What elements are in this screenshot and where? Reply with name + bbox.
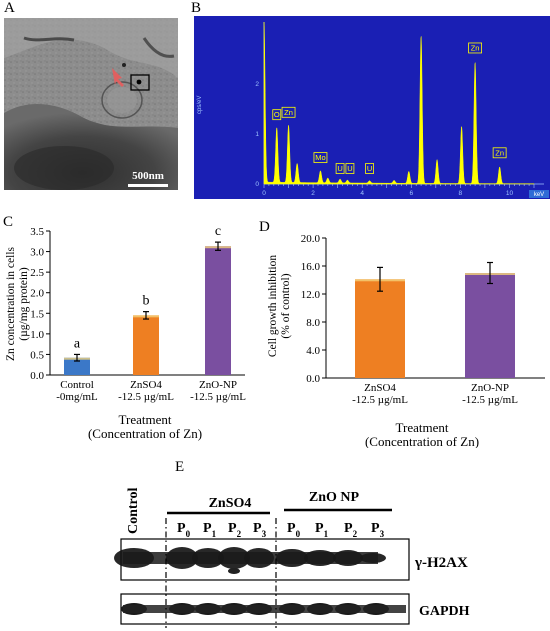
edx-ytick: 2 <box>255 81 259 88</box>
lane-label: P1 <box>203 521 217 539</box>
edx-peak-label: Mo <box>315 153 325 162</box>
panel-e-label: E <box>175 459 185 475</box>
edx-xtick: 0 <box>262 190 266 197</box>
blot-group-zno-np: ZnO NP <box>309 490 360 505</box>
y-tick-label: 0.5 <box>30 349 44 361</box>
y-tick-label: 16.0 <box>301 261 321 273</box>
category-label: ZnO-NP <box>199 379 237 391</box>
y-tick-label: 12.0 <box>301 289 321 301</box>
category-label: ZnSO4 <box>130 379 162 391</box>
lane-label: P2 <box>344 521 358 539</box>
chart-d-ylabel-line1: Cell growth inhibition <box>267 255 279 357</box>
chart-d-xlabel-line1: Treatment <box>396 420 449 435</box>
tem-micrograph: 500nm <box>4 18 178 190</box>
panel-d-label: D <box>259 219 270 235</box>
band-label-h2ax: γ-H2AX <box>414 555 468 571</box>
category-label: -0mg/mL <box>56 391 98 403</box>
significance-letter: a <box>74 336 81 351</box>
blot-group-znso4: ZnSO4 <box>209 496 252 511</box>
growth-inhibition-chart: Cell growth inhibition (% of control) 0.… <box>267 233 545 448</box>
category-label: -12.5 µg/mL <box>462 394 518 406</box>
edx-xtick: 4 <box>360 190 364 197</box>
edx-peak-label: U <box>337 164 342 173</box>
blot-control-label: Control <box>126 487 141 534</box>
arrow-marker <box>112 68 124 87</box>
selection-box <box>130 74 150 91</box>
lane-label: P3 <box>253 521 267 539</box>
edx-peak-label: U <box>367 164 372 173</box>
bar <box>355 279 405 378</box>
category-label: -12.5 µg/mL <box>352 394 408 406</box>
edx-xtick: 2 <box>311 190 315 197</box>
edx-ytick: 0 <box>255 181 259 188</box>
edx-peaks <box>263 21 535 185</box>
bar <box>465 273 515 378</box>
y-tick-label: 0.0 <box>30 370 44 382</box>
y-tick-label: 1.5 <box>30 308 44 320</box>
category-label: Control <box>60 379 94 391</box>
edx-xtick: 6 <box>409 190 413 197</box>
western-blot: Control ZnSO4 ZnO NP P0 P1 P2 P3 P0 P1 P2 P3 γ-… <box>114 487 470 628</box>
y-tick-label: 8.0 <box>306 317 320 329</box>
zn-concentration-chart: Zn concentration in cells (µg/mg protein… <box>5 224 246 441</box>
significance-letter: c <box>215 224 221 239</box>
y-tick-label: 2.0 <box>30 288 44 300</box>
lane-label: P1 <box>315 521 329 539</box>
panel-b-label: B <box>191 0 202 16</box>
edx-xlabel: keV <box>534 192 544 198</box>
edx-ytick: 1 <box>255 131 259 138</box>
bar <box>64 357 90 375</box>
edx-peak-label: Zn <box>284 108 293 117</box>
significance-letter: b <box>143 294 150 309</box>
scale-bar <box>128 184 168 187</box>
lane-label: P2 <box>228 521 242 539</box>
edx-peak-label: Zn <box>471 43 480 52</box>
y-tick-label: 2.5 <box>30 267 44 279</box>
lane-label: P0 <box>177 521 191 539</box>
chart-d-ylabel-line2: (% of control) <box>280 273 292 338</box>
chart-c-ylabel-line1: Zn concentration in cells <box>5 246 17 361</box>
edx-xtick: 8 <box>459 190 463 197</box>
edx-peak-label: U <box>347 164 352 173</box>
category-label: ZnSO4 <box>364 382 396 394</box>
y-tick-label: 4.0 <box>306 345 320 357</box>
chart-d-xlabel-line2: (Concentration of Zn) <box>365 434 479 448</box>
chart-c-xlabel-line1: Treatment <box>119 412 172 427</box>
bar <box>205 246 231 375</box>
panel-a-label: A <box>4 0 15 16</box>
chart-c-ylabel-line2: (µg/mg protein) <box>18 267 30 341</box>
y-tick-label: 3.0 <box>30 247 44 259</box>
edx-xtick: 10 <box>506 190 514 197</box>
bar <box>133 315 159 375</box>
edx-peak-label: O <box>274 110 280 119</box>
lane-labels: P0 P1 P2 P3 P0 P1 P2 P3 <box>177 521 385 539</box>
edx-spectrum-trace <box>263 21 535 185</box>
y-tick-label: 20.0 <box>301 233 321 245</box>
scale-bar-label: 500nm <box>132 170 164 182</box>
edx-ylabel: cps/eV <box>197 96 203 114</box>
chart-c-xlabel-line2: (Concentration of Zn) <box>88 426 202 441</box>
lane-label: P3 <box>371 521 385 539</box>
lane-label: P0 <box>287 521 301 539</box>
y-tick-label: 1.0 <box>30 329 44 341</box>
y-tick-label: 3.5 <box>30 226 44 238</box>
panel-c-label: C <box>3 214 14 230</box>
y-tick-label: 0.0 <box>306 373 320 385</box>
band-label-gapdh: GAPDH <box>419 604 470 619</box>
category-label: -12.5 µg/mL <box>118 391 174 403</box>
category-label: ZnO-NP <box>471 382 509 394</box>
blot-bands <box>114 547 406 615</box>
category-label: -12.5 µg/mL <box>190 391 246 403</box>
edx-peak-label: Zn <box>495 148 504 157</box>
